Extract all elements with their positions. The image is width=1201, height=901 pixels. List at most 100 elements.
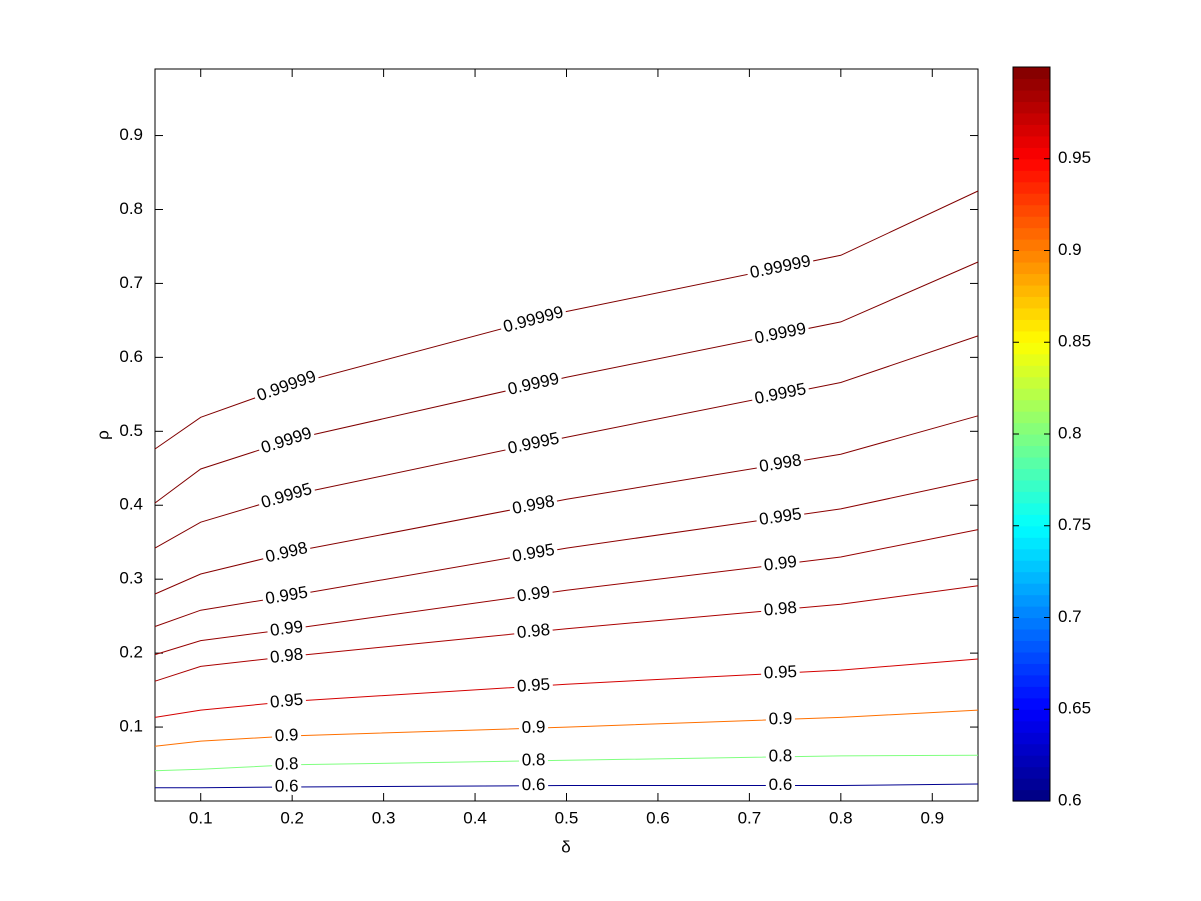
colorbar-band <box>1013 434 1050 447</box>
colorbar-band <box>1013 193 1050 206</box>
colorbar-band <box>1013 124 1050 137</box>
contour-label: 0.95 <box>763 662 797 683</box>
x-tick-label: 0.5 <box>555 808 579 827</box>
colorbar-band <box>1013 548 1050 561</box>
colorbar-band <box>1013 606 1050 619</box>
colorbar-band <box>1013 479 1050 492</box>
colorbar-tick-label: 0.95 <box>1058 148 1091 167</box>
contour-line <box>154 709 979 747</box>
colorbar-band <box>1013 101 1050 114</box>
contour-label: 0.8 <box>274 754 299 774</box>
contour-label: 0.8 <box>768 746 792 765</box>
contour-label: 0.6 <box>522 775 546 794</box>
y-tick-label: 0.3 <box>119 569 143 588</box>
colorbar-band <box>1013 709 1050 722</box>
colorbar-band <box>1013 388 1050 401</box>
colorbar-band <box>1013 89 1050 103</box>
colorbar-band <box>1013 365 1050 378</box>
colorbar-band <box>1013 697 1050 710</box>
colorbar-band <box>1013 147 1050 160</box>
contour-label: 0.99 <box>763 552 798 575</box>
colorbar-band <box>1013 583 1050 596</box>
colorbar-band <box>1013 720 1050 733</box>
x-tick-label: 0.1 <box>189 808 213 827</box>
contour-line <box>154 478 979 627</box>
contour-label: 0.98 <box>763 598 798 620</box>
y-tick-label: 0.8 <box>119 199 143 218</box>
colorbar-band <box>1013 617 1050 630</box>
colorbar-band <box>1013 628 1050 642</box>
contour-label: 0.98 <box>516 620 551 642</box>
colorbar-band <box>1013 78 1050 91</box>
colorbar-band <box>1013 227 1050 240</box>
y-tick-label: 0.6 <box>119 347 143 366</box>
colorbar-band <box>1013 502 1050 515</box>
x-tick-label: 0.2 <box>280 808 304 827</box>
y-tick-label: 0.7 <box>119 273 143 292</box>
colorbar-band <box>1013 674 1050 687</box>
contour-line <box>154 585 979 682</box>
contour-line <box>154 754 979 772</box>
contour-label: 0.98 <box>269 644 304 667</box>
colorbar-band <box>1013 594 1050 607</box>
x-axis-label: δ <box>561 837 570 856</box>
colorbar-band <box>1013 422 1050 435</box>
y-tick-label: 0.5 <box>119 421 143 440</box>
contour-label: 0.9 <box>521 717 545 737</box>
contour-line <box>154 261 979 504</box>
colorbar-band <box>1013 319 1050 332</box>
x-tick-label: 0.4 <box>463 808 487 827</box>
colorbar-band <box>1013 456 1050 470</box>
y-tick-label: 0.2 <box>119 643 143 662</box>
contour-line <box>154 190 979 450</box>
colorbar-band <box>1013 640 1050 653</box>
colorbar-tick-label: 0.75 <box>1058 515 1091 534</box>
contour-label: 0.95 <box>269 690 304 712</box>
colorbar-band <box>1013 411 1050 424</box>
colorbar-band <box>1013 170 1050 183</box>
colorbar-band <box>1013 330 1050 343</box>
colorbar-band <box>1013 261 1050 275</box>
contour-label: 0.8 <box>522 750 546 769</box>
y-tick-label: 0.9 <box>119 125 143 144</box>
colorbar-band <box>1013 468 1050 481</box>
colorbar-band <box>1013 296 1050 309</box>
colorbar-band <box>1013 307 1050 320</box>
colorbar-band <box>1013 743 1050 756</box>
y-axis-label: ρ <box>93 430 112 440</box>
colorbar-tick-label: 0.7 <box>1058 607 1082 626</box>
colorbar-band <box>1013 216 1050 229</box>
y-tick-label: 0.4 <box>119 495 143 514</box>
contour-line <box>154 415 979 595</box>
plot-area <box>154 68 979 802</box>
colorbar-band <box>1013 204 1050 217</box>
colorbar-tick-label: 0.65 <box>1058 699 1091 718</box>
contour-line <box>154 529 979 656</box>
colorbar-band <box>1013 399 1050 412</box>
colorbar-band <box>1013 663 1050 676</box>
x-tick-label: 0.8 <box>829 808 853 827</box>
colorbar-band <box>1013 181 1050 194</box>
colorbar-band <box>1013 112 1050 125</box>
contour-line <box>155 783 979 789</box>
colorbar-tick-label: 0.85 <box>1058 332 1091 351</box>
contour-line <box>154 335 979 549</box>
colorbar-band <box>1013 778 1050 791</box>
colorbar-band <box>1013 732 1050 745</box>
contour-label: 0.9 <box>768 709 792 729</box>
colorbar-band <box>1013 158 1050 171</box>
colorbar-band <box>1013 651 1050 664</box>
x-tick-label: 0.7 <box>738 808 762 827</box>
contour-label: 0.95 <box>516 675 550 696</box>
colorbar-band <box>1013 686 1050 699</box>
contour-label: 0.6 <box>769 775 793 794</box>
colorbar-band <box>1013 525 1050 538</box>
colorbar-band <box>1013 766 1050 779</box>
contour-label: 0.6 <box>275 776 299 795</box>
contour-line <box>154 658 979 718</box>
colorbar-band <box>1013 250 1050 263</box>
x-tick-label: 0.3 <box>372 808 396 827</box>
colorbar-band <box>1013 789 1050 802</box>
contour-label: 0.9 <box>274 725 299 745</box>
